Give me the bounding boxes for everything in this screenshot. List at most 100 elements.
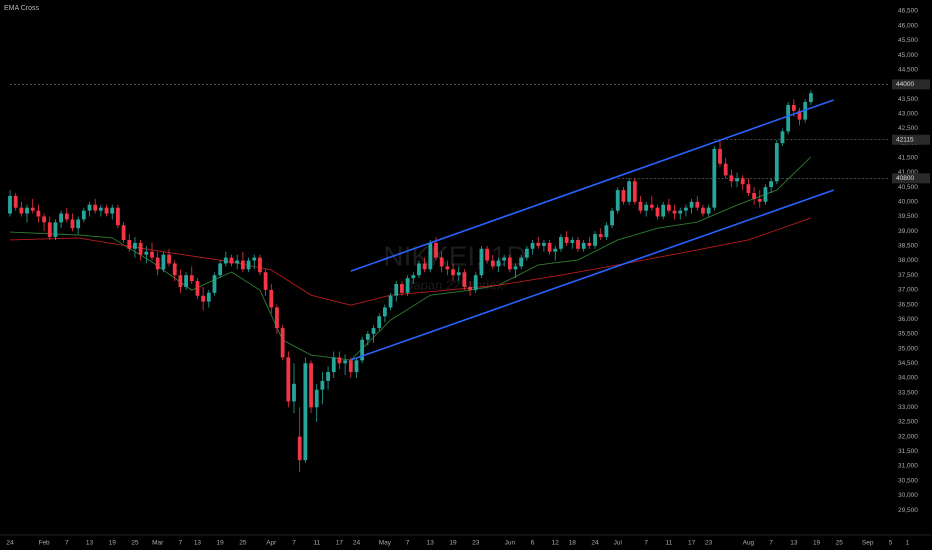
price-label: 40800 <box>896 175 914 182</box>
candle-body <box>314 389 319 408</box>
candle-body <box>13 195 18 208</box>
candle-body <box>661 204 666 217</box>
candle-body <box>746 184 751 194</box>
candle-body <box>93 204 98 211</box>
candle-body <box>36 210 41 217</box>
candle-body <box>576 239 580 249</box>
y-tick-label: 43,500 <box>898 96 918 103</box>
candle-body <box>559 237 563 249</box>
x-tick-label: Feb <box>38 540 50 547</box>
candle-body <box>632 181 637 202</box>
y-tick-label: 39,500 <box>898 213 918 220</box>
candle-body <box>434 242 438 258</box>
candle-body <box>740 178 745 185</box>
candle-body <box>496 260 501 267</box>
candle-body <box>297 436 302 461</box>
candle-body <box>604 225 609 238</box>
candle-body <box>718 148 722 164</box>
y-tick-label: 36,000 <box>898 316 918 323</box>
candle-body <box>348 360 353 373</box>
price-label-box <box>892 79 930 90</box>
candle-body <box>64 213 69 220</box>
y-tick-label: 33,000 <box>898 404 918 411</box>
candle-body <box>81 210 86 220</box>
x-tick-label: 17 <box>336 540 344 547</box>
candle-body <box>184 275 188 287</box>
candle-body <box>320 380 325 390</box>
candle-body <box>201 295 206 302</box>
x-tick-label: 17 <box>688 540 696 547</box>
candle-body <box>53 222 58 238</box>
candle-body <box>615 190 620 211</box>
y-tick-label: 35,000 <box>898 345 918 352</box>
candle-body <box>649 204 654 208</box>
y-tick-label: 31,000 <box>898 463 918 470</box>
candle-body <box>490 260 495 267</box>
x-tick-label: 7 <box>644 540 648 547</box>
candle-body <box>178 275 183 287</box>
candle-body <box>536 242 541 246</box>
candle-body <box>326 372 330 381</box>
y-tick-label: 36,500 <box>898 301 918 308</box>
x-tick-label: 23 <box>705 540 713 547</box>
ema-line <box>9 156 812 361</box>
x-tick-label: 7 <box>769 540 773 547</box>
candle-body <box>530 242 535 249</box>
candle-body <box>695 201 700 208</box>
candle-body <box>808 93 813 103</box>
candle-body <box>587 242 592 246</box>
candle-body <box>70 219 75 229</box>
candle-body <box>473 275 478 290</box>
x-tick-label: 11 <box>313 540 320 547</box>
y-tick-label: 34,000 <box>898 375 918 382</box>
candle-body <box>627 181 632 202</box>
x-tick-label: 25 <box>131 540 139 547</box>
candle-body <box>757 198 762 202</box>
y-tick-label: 29,500 <box>898 507 918 514</box>
candle-body <box>735 178 739 182</box>
x-tick-label: 24 <box>591 540 599 547</box>
y-tick-label: 30,000 <box>898 492 918 499</box>
candle-body <box>780 131 785 144</box>
candle-body <box>797 110 802 120</box>
x-tick-label: 19 <box>217 540 225 547</box>
y-tick-label: 45,000 <box>898 52 918 59</box>
candle-body <box>59 213 64 223</box>
candle-body <box>547 242 552 252</box>
x-tick-label: 19 <box>813 540 821 547</box>
candle-body <box>445 266 450 270</box>
candle-body <box>354 360 359 373</box>
candle-body <box>121 225 126 240</box>
x-tick-label: 12 <box>552 540 560 547</box>
candle-body <box>382 307 387 317</box>
candle-body <box>246 260 251 270</box>
candle-body <box>258 257 262 273</box>
candle-body <box>144 251 149 255</box>
candle-body <box>150 251 154 258</box>
candle-body <box>638 201 643 211</box>
candle-body <box>456 272 461 276</box>
candle-body <box>189 275 194 282</box>
candle-body <box>235 260 240 264</box>
candle-body <box>593 234 597 246</box>
candle-body <box>706 207 711 214</box>
candle-body <box>218 263 223 276</box>
candle-body <box>19 207 24 214</box>
y-tick-label: 43,000 <box>898 110 918 117</box>
candle-body <box>195 281 200 296</box>
candle-body <box>229 257 234 264</box>
y-tick-label: 38,500 <box>898 243 918 250</box>
candle-body <box>570 239 575 243</box>
candle-body <box>729 175 734 182</box>
y-tick-label: 32,000 <box>898 433 918 440</box>
y-tick-label: 40,000 <box>898 199 918 206</box>
candle-body <box>331 357 336 373</box>
candle-body <box>701 207 705 214</box>
y-tick-label: 45,500 <box>898 37 918 44</box>
y-tick-label: 31,500 <box>898 448 918 455</box>
x-tick-label: 25 <box>239 540 247 547</box>
candle-body <box>104 207 109 214</box>
candle-body <box>343 360 348 364</box>
